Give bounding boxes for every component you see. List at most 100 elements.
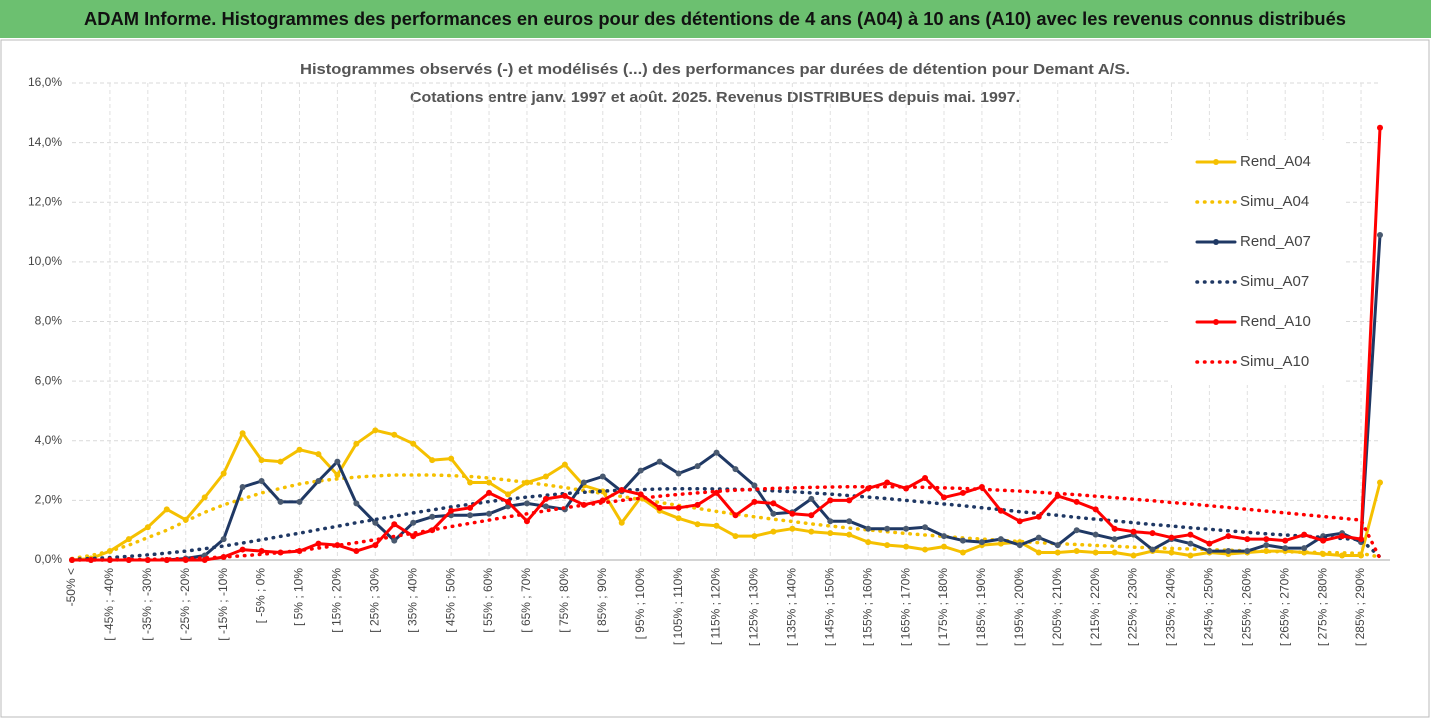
series-marker (959, 549, 966, 556)
series-marker (258, 457, 265, 464)
series-marker (1035, 534, 1042, 541)
series-marker (220, 536, 227, 543)
series-marker (713, 449, 720, 456)
series-marker (353, 548, 360, 555)
series-marker (429, 513, 436, 520)
series-marker (523, 500, 530, 507)
series-marker (410, 519, 417, 526)
x-tick-label: [ 75% ; 80% (557, 568, 571, 633)
x-tick-label: [ 195% ; 200% (1012, 568, 1026, 646)
series-marker (656, 458, 663, 465)
series-marker (372, 542, 379, 549)
series-marker (353, 440, 360, 447)
series-marker (599, 473, 606, 480)
series-marker (523, 518, 530, 525)
series-marker (922, 546, 929, 553)
x-tick-label: [ 135% ; 140% (785, 568, 799, 646)
series-marker (656, 504, 663, 511)
series-marker (1282, 537, 1289, 544)
series-marker (1206, 548, 1213, 555)
series-marker (637, 491, 644, 498)
x-tick-label: [ -15% ; -10% (216, 568, 230, 641)
series-marker (467, 512, 474, 519)
series-marker (391, 431, 398, 438)
series-marker (1339, 533, 1346, 540)
series-marker (865, 539, 872, 546)
series-marker (1130, 528, 1137, 535)
series-marker (542, 473, 549, 480)
series-marker (410, 533, 417, 540)
y-tick-label: 14,0% (28, 135, 62, 149)
series-marker (296, 498, 303, 505)
x-tick-label: [ 35% ; 40% (405, 568, 419, 633)
chart-title: Histogrammes observés (-) et modélisés (… (300, 61, 1130, 78)
series-marker (486, 489, 493, 496)
series-marker (1111, 525, 1118, 532)
x-tick-label: [ 25% ; 30% (367, 568, 381, 633)
series-marker (1263, 548, 1270, 555)
series-marker (1111, 536, 1118, 543)
series-marker (770, 510, 777, 517)
chart-subtitle: Cotations entre janv. 1997 et août. 2025… (410, 89, 1020, 106)
y-tick-label: 10,0% (28, 254, 62, 268)
legend-box (1170, 140, 1345, 385)
series-marker (827, 497, 834, 504)
x-tick-label: [ 205% ; 210% (1050, 568, 1064, 646)
series-marker (542, 503, 549, 510)
x-tick-label: [ -45% ; -40% (102, 568, 116, 641)
series-line (70, 486, 1382, 562)
series-marker (675, 504, 682, 511)
series-marker (637, 467, 644, 474)
x-tick-label: [ 115% ; 120% (709, 568, 723, 645)
series-marker (505, 491, 511, 498)
series-marker (1016, 542, 1023, 549)
x-tick-label: [ 65% ; 70% (519, 568, 533, 633)
series-marker (1073, 527, 1080, 534)
x-tick-label: [ 85% ; 90% (595, 568, 609, 633)
series-marker (694, 501, 701, 508)
series-marker (1130, 552, 1137, 559)
series-marker (486, 479, 493, 486)
series-marker (997, 536, 1004, 543)
series-marker (486, 510, 493, 517)
series-marker (941, 543, 947, 550)
series-marker (751, 533, 758, 540)
series-marker (675, 515, 682, 522)
y-tick-label: 2,0% (35, 493, 63, 507)
series-marker (827, 530, 834, 537)
x-tick-label: [ -25% ; -20% (178, 568, 192, 641)
x-tick-label: [ 105% ; 110% (671, 568, 685, 645)
y-tick-label: 0,0% (35, 552, 63, 566)
series-marker (732, 512, 739, 519)
series-marker (125, 536, 132, 543)
series-marker (429, 457, 436, 464)
legend-label: Rend_A10 (1240, 313, 1311, 330)
series-marker (1168, 534, 1175, 541)
series-marker (1035, 549, 1042, 556)
series-marker (751, 498, 758, 505)
series-marker (163, 506, 170, 513)
series-marker (448, 507, 455, 514)
series-marker (1149, 546, 1156, 553)
series-marker (959, 537, 966, 544)
series-marker (1244, 548, 1251, 555)
series-marker (1187, 552, 1194, 559)
plot (69, 124, 1383, 563)
series-marker (846, 531, 853, 538)
series-marker (1225, 533, 1232, 540)
series-marker (1301, 545, 1308, 552)
series-marker (884, 525, 891, 532)
series-marker (372, 519, 379, 526)
series-marker (1168, 549, 1175, 556)
series-marker (448, 455, 455, 462)
series-marker (258, 548, 265, 555)
series-marker (1054, 542, 1061, 549)
legend-label: Rend_A07 (1240, 233, 1311, 250)
series-marker (277, 498, 284, 505)
series-marker (315, 540, 322, 547)
x-tick-label: [ 265% ; 270% (1277, 568, 1291, 646)
series-marker (1244, 536, 1251, 543)
series-marker (296, 446, 303, 453)
x-tick-label: [ -35% ; -30% (140, 568, 154, 641)
series-marker (277, 458, 284, 465)
